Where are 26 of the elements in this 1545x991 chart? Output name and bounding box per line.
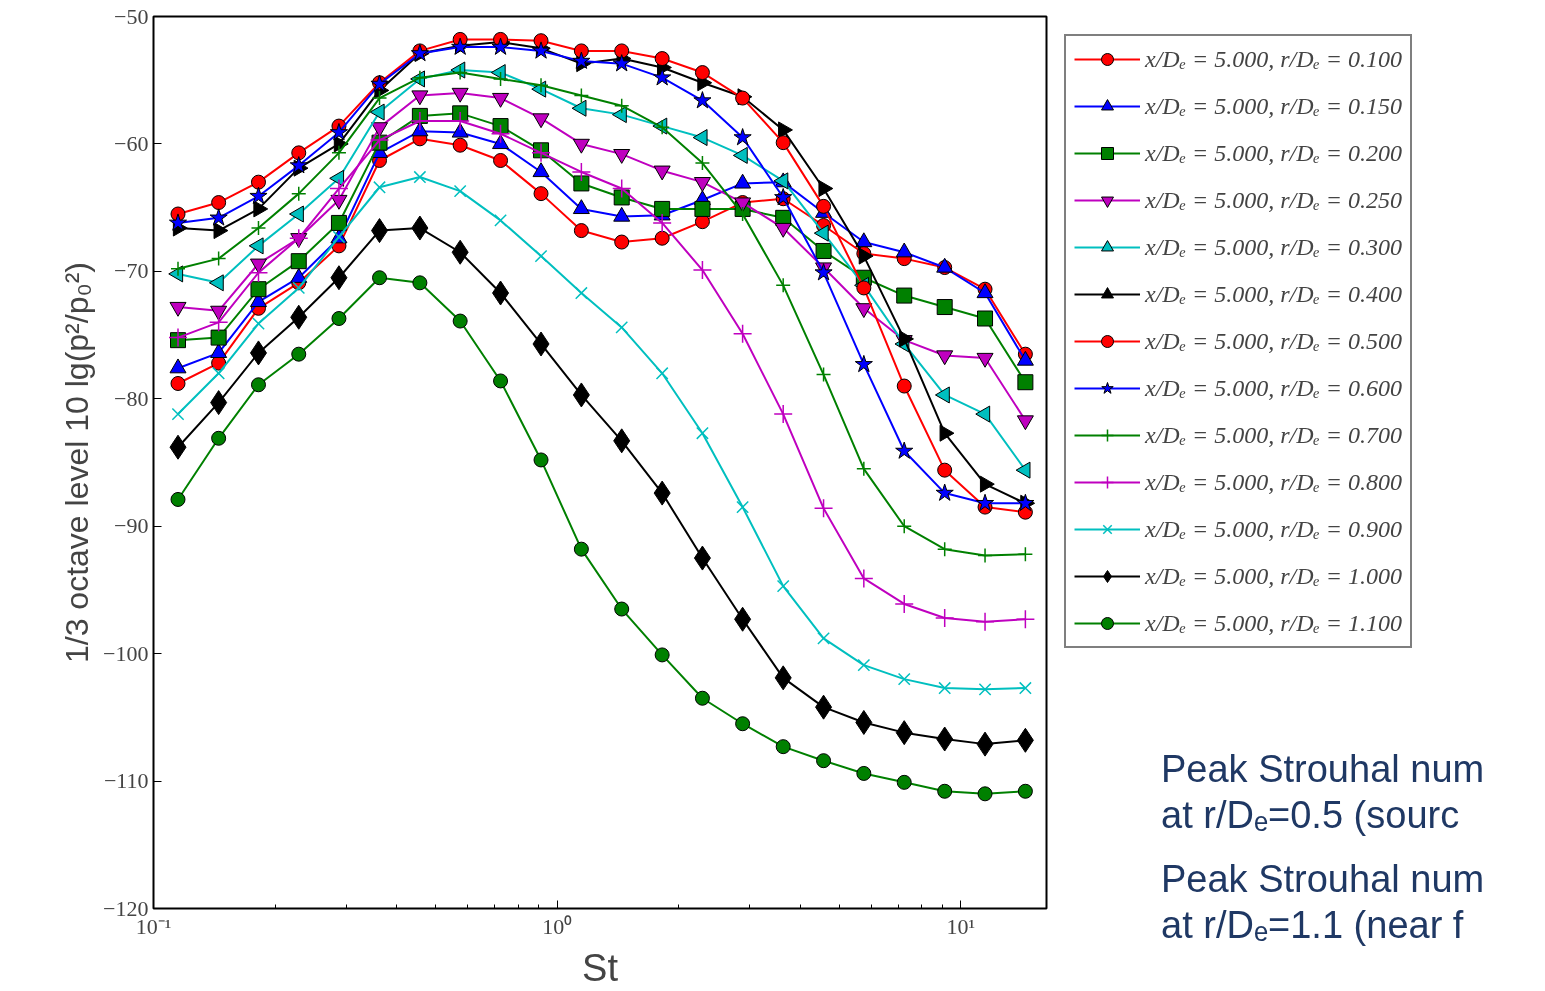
legend-label: x/Dₑ = 5.000, r/Dₑ = 0.600 — [1145, 374, 1402, 402]
y-tick-label: −90 — [114, 513, 149, 539]
y-tick-label: −100 — [103, 640, 149, 666]
legend-label: x/Dₑ = 5.000, r/Dₑ = 0.700 — [1145, 421, 1402, 449]
legend-label: x/Dₑ = 5.000, r/Dₑ = 0.100 — [1145, 45, 1402, 73]
legend-label: x/Dₑ = 5.000, r/Dₑ = 0.400 — [1145, 280, 1402, 308]
y-tick-label: −70 — [114, 258, 149, 284]
y-tick-label: −110 — [103, 768, 149, 794]
legend-label: x/Dₑ = 5.000, r/Dₑ = 0.800 — [1145, 468, 1402, 496]
legend-label: x/Dₑ = 5.000, r/Dₑ = 0.300 — [1145, 233, 1402, 261]
x-axis-title: St — [582, 946, 619, 989]
y-tick-label: −50 — [114, 3, 149, 29]
legend-label: x/Dₑ = 5.000, r/Dₑ = 1.000 — [1145, 562, 1402, 590]
legend-label: x/Dₑ = 5.000, r/Dₑ = 0.900 — [1145, 515, 1402, 543]
y-tick-label: −80 — [114, 385, 149, 411]
text: Peak Strouhal num at r/Dₑ=0.5 (sourc — [1161, 747, 1485, 838]
legend-label: x/Dₑ = 5.000, r/Dₑ = 1.100 — [1145, 609, 1402, 637]
y-tick-label: −60 — [114, 130, 149, 156]
x-tick-label: 10⁰ — [542, 913, 573, 939]
y-axis-title: 1/3 octave level 10 lg(p²/p₀²) — [59, 261, 96, 664]
legend-label: x/Dₑ = 5.000, r/Dₑ = 0.200 — [1145, 139, 1402, 167]
x-tick-label: 10¹ — [946, 913, 976, 939]
legend-label: x/Dₑ = 5.000, r/Dₑ = 0.250 — [1145, 186, 1402, 214]
legend-label: x/Dₑ = 5.000, r/Dₑ = 0.150 — [1145, 92, 1402, 120]
text: Peak Strouhal num at r/Dₑ=1.1 (near f — [1161, 857, 1485, 948]
legend-label: x/Dₑ = 5.000, r/Dₑ = 0.500 — [1145, 327, 1402, 355]
